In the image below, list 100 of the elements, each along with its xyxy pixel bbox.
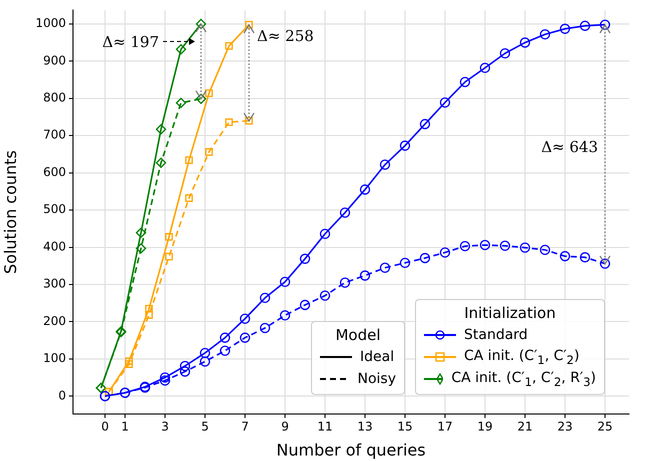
point bbox=[300, 300, 310, 310]
legend-label: CA init. (C′$_{1}$, C′$_{2}$, R′$_{3}$) bbox=[451, 370, 596, 388]
point bbox=[400, 258, 410, 268]
point bbox=[320, 290, 330, 301]
point bbox=[176, 98, 186, 108]
point bbox=[205, 89, 213, 98]
point bbox=[400, 140, 410, 151]
point bbox=[520, 242, 530, 253]
point bbox=[125, 360, 133, 368]
y-tick-label: 400 bbox=[43, 239, 66, 254]
point bbox=[580, 20, 590, 31]
y-tick-label: 900 bbox=[43, 53, 66, 68]
y-tick-label: 600 bbox=[43, 164, 66, 179]
point bbox=[196, 18, 206, 30]
point bbox=[165, 233, 173, 241]
point bbox=[225, 118, 233, 126]
point bbox=[180, 366, 190, 377]
point bbox=[200, 356, 210, 367]
point bbox=[220, 332, 230, 343]
point bbox=[480, 240, 490, 250]
point bbox=[176, 44, 186, 54]
y-tick-label: 200 bbox=[43, 314, 66, 328]
y-tick-label: 700 bbox=[43, 128, 66, 142]
point bbox=[420, 252, 430, 264]
annotation: Model bbox=[334, 326, 382, 344]
point bbox=[360, 270, 370, 281]
x-tick-label: 9 bbox=[281, 419, 289, 434]
point bbox=[185, 156, 193, 164]
point bbox=[280, 276, 290, 288]
point bbox=[245, 116, 253, 125]
y-tick-label: 0 bbox=[58, 388, 66, 402]
point bbox=[145, 304, 153, 313]
point bbox=[540, 244, 550, 256]
point bbox=[200, 348, 210, 358]
point bbox=[156, 158, 166, 168]
y-tick-label: 500 bbox=[43, 202, 66, 216]
y-tick-label: 800 bbox=[43, 90, 66, 105]
x-tick-label: 3 bbox=[161, 419, 169, 434]
annotation: Δ≈ 258 bbox=[257, 26, 314, 46]
x-tick-label: 25 bbox=[597, 419, 613, 434]
point bbox=[380, 262, 390, 273]
point bbox=[260, 322, 270, 334]
annotation: Noisy bbox=[357, 371, 396, 387]
point bbox=[205, 148, 213, 156]
point bbox=[560, 24, 570, 34]
point bbox=[600, 20, 610, 30]
point bbox=[560, 251, 570, 262]
point bbox=[460, 76, 470, 88]
x-axis-title: Number of queries bbox=[276, 440, 426, 460]
x-tick-label: 7 bbox=[241, 419, 249, 434]
point bbox=[320, 228, 330, 240]
point bbox=[160, 375, 170, 386]
legend-title: Initialization bbox=[463, 304, 557, 322]
point bbox=[180, 360, 190, 372]
point bbox=[165, 252, 173, 260]
x-tick-label: 15 bbox=[397, 419, 413, 434]
y-tick-label: 1000 bbox=[35, 16, 66, 30]
x-tick-label: 11 bbox=[317, 419, 333, 434]
point bbox=[520, 37, 530, 48]
legend-label: CA init. (C′$_{1}$, C′$_{2}$) bbox=[464, 348, 580, 366]
y-tick-label: 100 bbox=[43, 351, 66, 366]
point bbox=[280, 310, 290, 321]
point bbox=[480, 62, 490, 74]
annotation: Δ≈ 643 bbox=[541, 136, 598, 157]
point bbox=[156, 124, 166, 134]
x-tick-label: 23 bbox=[557, 419, 573, 434]
point bbox=[125, 357, 133, 365]
point bbox=[440, 97, 450, 108]
point bbox=[540, 29, 550, 40]
x-tick-label: 0 bbox=[101, 419, 109, 434]
point bbox=[136, 228, 146, 238]
point bbox=[580, 252, 590, 262]
point bbox=[500, 48, 510, 59]
point bbox=[340, 208, 350, 218]
point bbox=[460, 241, 470, 252]
point bbox=[300, 254, 310, 264]
point bbox=[185, 194, 193, 202]
point bbox=[260, 292, 270, 304]
point bbox=[240, 314, 250, 324]
legend-label: Standard bbox=[464, 327, 528, 343]
annotation: Δ≈ 197 bbox=[102, 32, 159, 52]
point bbox=[500, 240, 510, 251]
point bbox=[600, 258, 610, 269]
point bbox=[225, 42, 233, 50]
point bbox=[240, 332, 250, 343]
y-tick-label: 300 bbox=[43, 276, 66, 291]
y-axis-title: Solution counts bbox=[0, 150, 20, 274]
point bbox=[136, 243, 146, 254]
point bbox=[145, 311, 153, 319]
point bbox=[380, 160, 390, 170]
point bbox=[340, 277, 350, 288]
x-tick-label: 19 bbox=[477, 419, 493, 434]
annotation: Ideal bbox=[360, 349, 394, 365]
x-tick-label: 5 bbox=[201, 419, 209, 434]
point bbox=[420, 118, 430, 130]
x-tick-label: 17 bbox=[437, 419, 453, 434]
point bbox=[440, 247, 450, 258]
x-tick-label: 21 bbox=[517, 419, 533, 434]
point bbox=[196, 94, 206, 104]
point bbox=[160, 372, 170, 383]
